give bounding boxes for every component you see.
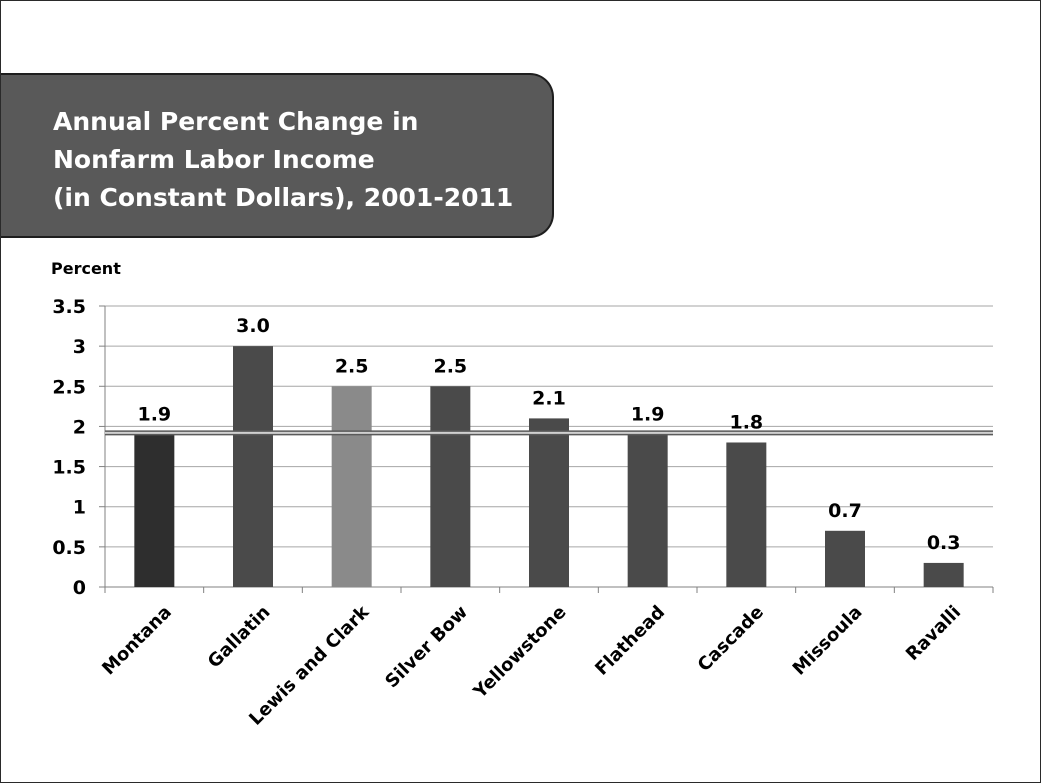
x-tick-label: Flathead — [591, 602, 669, 680]
x-tick-label: Gallatin — [204, 602, 275, 673]
x-tick-label: Yellowstone — [469, 602, 571, 704]
y-tick-label: 0 — [73, 577, 86, 599]
bar-flathead — [627, 434, 668, 587]
bar-yellowstone — [529, 418, 569, 587]
y-tick-label: 3 — [73, 336, 86, 358]
data-label: 0.7 — [828, 500, 862, 522]
data-label: 2.5 — [335, 355, 369, 377]
y-tick-label: 1 — [73, 497, 86, 519]
data-label: 3.0 — [236, 315, 270, 337]
y-tick-label: 1.5 — [52, 457, 86, 479]
x-tick-label: Ravalli — [902, 602, 965, 665]
x-tick-label: Montana — [98, 602, 176, 680]
data-label: 2.1 — [532, 387, 566, 409]
bar-missoula — [825, 530, 865, 587]
bar-montana — [134, 434, 175, 587]
y-axis-title: Percent — [51, 259, 121, 278]
y-tick-label: 2.5 — [52, 376, 86, 398]
bar-cascade — [726, 442, 767, 587]
title-banner: Annual Percent Change in Nonfarm Labor I… — [1, 73, 554, 238]
data-label: 2.5 — [433, 355, 467, 377]
data-label: 1.8 — [729, 411, 763, 433]
bar-ravalli — [923, 562, 964, 587]
bar-lewis-and-clark — [331, 386, 372, 587]
bar-gallatin — [233, 346, 273, 587]
data-label: 1.9 — [137, 403, 171, 425]
y-tick-label: 3.5 — [52, 296, 86, 318]
bar-silver-bow — [430, 386, 471, 587]
x-tick-label: Silver Bow — [381, 602, 472, 693]
x-tick-label: Missoula — [789, 602, 867, 680]
y-tick-label: 2 — [73, 416, 86, 438]
y-tick-label: 0.5 — [52, 537, 86, 559]
x-tick-label: Cascade — [694, 602, 768, 676]
data-label: 0.3 — [927, 532, 961, 554]
data-label: 1.9 — [631, 403, 665, 425]
chart-title: Annual Percent Change in Nonfarm Labor I… — [53, 107, 514, 212]
